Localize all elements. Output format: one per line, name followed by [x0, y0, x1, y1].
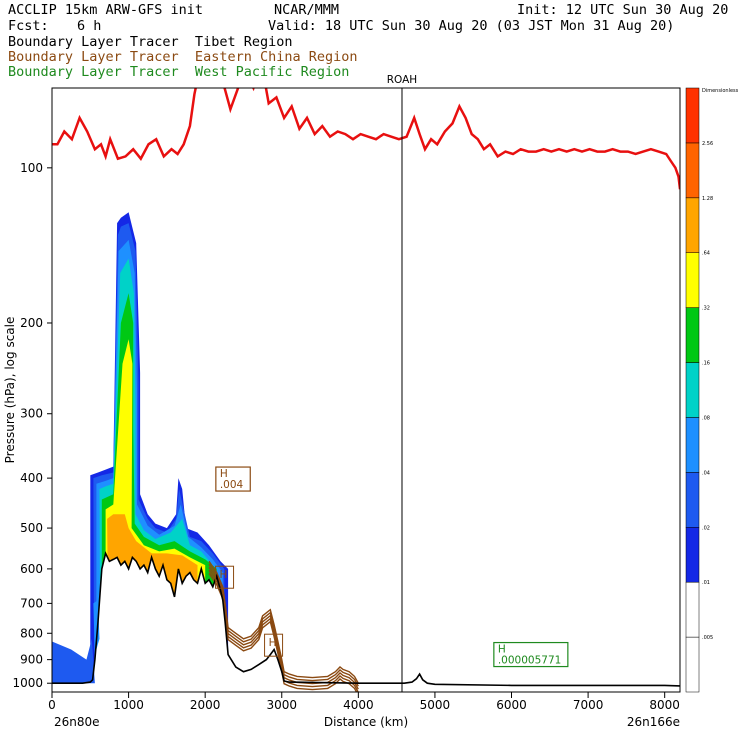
- x-tick-label: 4000: [343, 698, 374, 712]
- title-eastern-china: Boundary Layer Tracer Eastern China Regi…: [8, 49, 358, 65]
- colorbar-level-label: .04: [702, 470, 710, 476]
- x-tick-label: 8000: [649, 698, 680, 712]
- y-axis-label: Pressure (hPa), log scale: [3, 317, 17, 464]
- low-marker-label: H: [220, 569, 228, 581]
- annotation-value: .000005771: [498, 655, 561, 667]
- eastern-china-tracer-line: [208, 572, 358, 692]
- y-tick-label: 300: [20, 407, 43, 421]
- colorbar-level-label: .02: [702, 525, 710, 531]
- tracer-band-.64: [107, 514, 198, 597]
- y-tick-label: 100: [20, 161, 43, 175]
- colorbar-swatch: [685, 581, 700, 638]
- fcst-label: Fcst:: [8, 18, 49, 34]
- colorbar-swatch: [685, 197, 700, 253]
- colorbar-level-label: .01: [702, 580, 710, 586]
- colorbar-level-label: .08: [702, 415, 710, 421]
- low-marker-box: [264, 633, 284, 657]
- colorbar-swatch: [685, 87, 700, 144]
- colorbar-swatch: [685, 527, 700, 583]
- org-label: NCAR/MMM: [274, 2, 340, 18]
- colorbar-swatch: [685, 417, 700, 473]
- x-tick-label: 6000: [496, 698, 527, 712]
- x-tick-label: 1000: [113, 698, 144, 712]
- colorbar-title: Dimensionless: [702, 88, 739, 94]
- x-tick-label: 2000: [190, 698, 221, 712]
- low-marker-box: [215, 565, 235, 589]
- left-endpoint: 26n80e: [54, 715, 100, 729]
- annotation-label: H: [220, 468, 228, 480]
- y-tick-label: 200: [20, 316, 43, 330]
- colorbar-level-label: .64: [702, 251, 710, 257]
- colorbar-swatch: [685, 472, 700, 528]
- y-tick-label: 900: [20, 653, 43, 667]
- axes: ROAH 0 1000 2000 3000 4000 5000 6000 7000 8000 100…: [12, 74, 680, 712]
- eastern-china-tracer-line: [208, 560, 359, 684]
- colorbar-swatch: [685, 252, 700, 308]
- colorbar-level-label: 2.56: [702, 141, 713, 147]
- colorbar-swatch: [685, 636, 700, 693]
- y-tick-label: 600: [20, 562, 43, 576]
- x-tick-label: 5000: [420, 698, 451, 712]
- colorbar-swatch: [685, 362, 700, 418]
- colorbar-level-label: .32: [702, 306, 710, 312]
- y-tick-label: 800: [20, 626, 43, 640]
- terrain-line: [52, 551, 680, 687]
- y-tick-label: 500: [20, 521, 43, 535]
- x-tick-label: 7000: [573, 698, 604, 712]
- colorbar-level-label: .16: [702, 361, 710, 367]
- tracer-band-.02: [93, 223, 225, 667]
- x-axis-label: Distance (km): [324, 715, 408, 729]
- colorbar-swatch: [685, 307, 700, 363]
- colorbar-swatch: [685, 142, 700, 199]
- x-tick-label: 0: [48, 698, 56, 712]
- annotation-value: .004: [220, 479, 244, 491]
- colorbar-level-label: .005: [702, 635, 713, 641]
- colorbar: .005 .01 .02 .04 .08 .16 .32 .64 1.28 2.56 Dimensi…: [685, 87, 739, 693]
- plot-frame: [51, 87, 681, 693]
- line-layer: [52, 88, 680, 692]
- model-title: ACCLIP 15km ARW-GFS init: [8, 2, 204, 18]
- valid-label: Valid: 18 UTC Sun 30 Aug 20 (03 JST Mon …: [268, 18, 675, 34]
- x-tick-label: 3000: [266, 698, 297, 712]
- tracer-fill-layer: [52, 212, 229, 684]
- y-tick-label: 700: [20, 596, 43, 610]
- annotation-label: H: [498, 644, 506, 656]
- annotation-box: [493, 641, 569, 668]
- tracer-band-bottom: [90, 212, 229, 683]
- low-level-tracer-patch: [52, 638, 95, 684]
- low-marker-label: H: [269, 637, 277, 649]
- annotation-box: [215, 466, 251, 492]
- colorbar-level-label: 1.28: [702, 196, 713, 202]
- title-tibet: Boundary Layer Tracer Tibet Region: [8, 34, 293, 50]
- roah-marker-label: ROAH: [387, 74, 417, 86]
- init-label: Init: 12 UTC Sun 30 Aug 20: [517, 2, 729, 18]
- y-tick-label: 1000: [12, 676, 43, 690]
- title-west-pacific: Boundary Layer Tracer West Pacific Regio…: [8, 64, 350, 80]
- fcst-value: 6 h: [77, 18, 102, 34]
- tropopause-line: [52, 88, 680, 190]
- right-endpoint: 26n166e: [627, 715, 680, 729]
- y-tick-label: 400: [20, 471, 43, 485]
